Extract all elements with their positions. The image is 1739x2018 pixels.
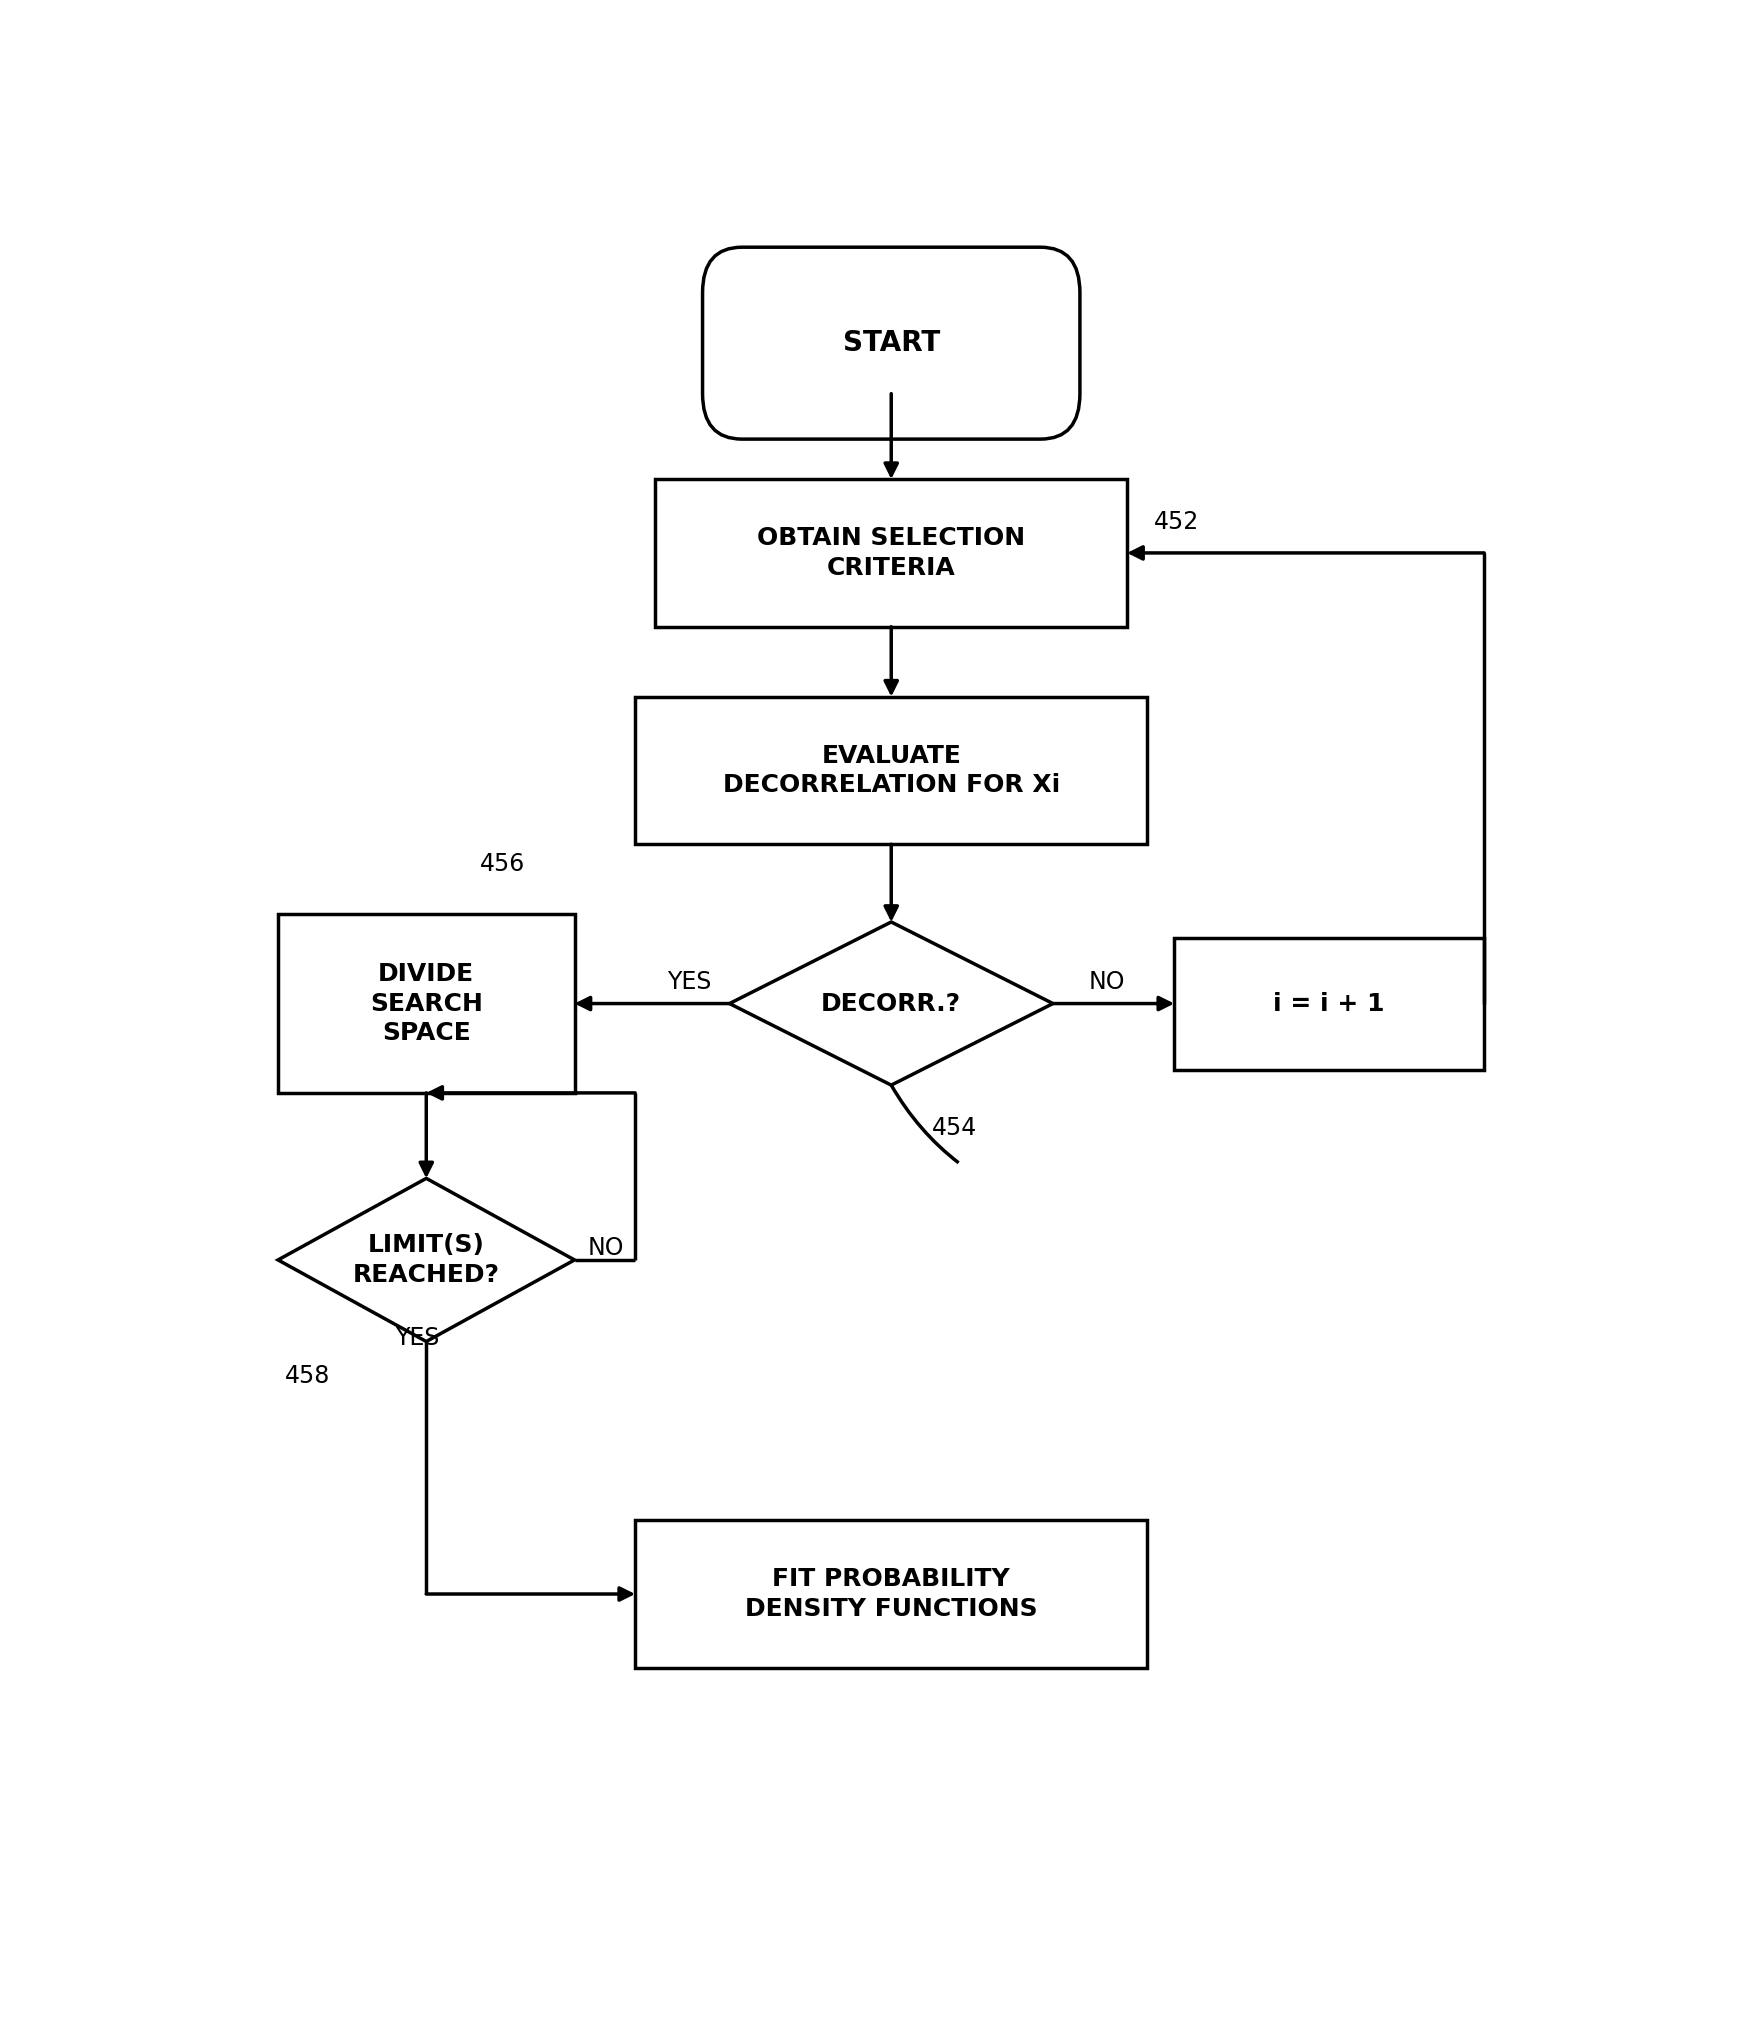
- Bar: [635, 696, 1148, 844]
- Text: LIMIT(S)
REACHED?: LIMIT(S) REACHED?: [353, 1233, 499, 1287]
- FancyBboxPatch shape: [703, 248, 1080, 440]
- Text: FIT PROBABILITY
DENSITY FUNCTIONS: FIT PROBABILITY DENSITY FUNCTIONS: [744, 1568, 1038, 1620]
- Text: DECORR.?: DECORR.?: [821, 991, 962, 1015]
- Bar: [1174, 938, 1485, 1070]
- Text: OBTAIN SELECTION
CRITERIA: OBTAIN SELECTION CRITERIA: [756, 527, 1026, 579]
- Polygon shape: [730, 922, 1054, 1086]
- Text: i = i + 1: i = i + 1: [1273, 991, 1384, 1015]
- Text: YES: YES: [666, 971, 711, 993]
- Bar: [278, 914, 574, 1094]
- Text: 452: 452: [1155, 511, 1200, 535]
- Text: START: START: [843, 329, 939, 357]
- Text: 454: 454: [932, 1116, 977, 1140]
- Bar: [656, 478, 1127, 628]
- Polygon shape: [278, 1179, 574, 1342]
- Text: DIVIDE
SEARCH
SPACE: DIVIDE SEARCH SPACE: [370, 963, 483, 1045]
- Text: 456: 456: [480, 852, 525, 876]
- Text: 458: 458: [285, 1364, 330, 1388]
- Bar: [635, 1520, 1148, 1667]
- Text: EVALUATE
DECORRELATION FOR Xi: EVALUATE DECORRELATION FOR Xi: [723, 743, 1059, 797]
- Text: YES: YES: [395, 1326, 438, 1350]
- Text: NO: NO: [588, 1235, 624, 1259]
- Text: NO: NO: [1089, 971, 1125, 993]
